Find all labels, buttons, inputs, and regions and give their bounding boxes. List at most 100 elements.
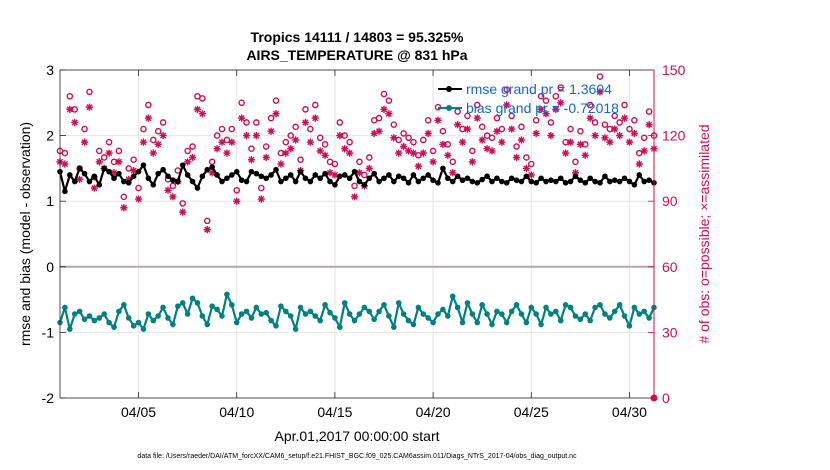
bias-point (297, 304, 304, 311)
obs-possible-point (61, 149, 69, 157)
bias-point (611, 308, 618, 315)
rmse-point (292, 178, 299, 185)
bias-point (160, 304, 166, 311)
rmse-point (543, 178, 549, 185)
bias-point (224, 291, 230, 298)
bias-point (518, 311, 525, 317)
obs-possible-point (100, 154, 108, 161)
bias-point (135, 319, 142, 326)
bias-series (57, 291, 657, 332)
obs-assimilated-point (169, 193, 177, 201)
obs-possible-point (86, 88, 93, 96)
obs-possible-point (365, 154, 373, 161)
bias-point (273, 323, 279, 329)
rmse-point (395, 173, 402, 180)
rmse-point (459, 177, 466, 184)
obs-assimilated-point (203, 226, 211, 234)
bias-point (435, 311, 441, 317)
bias-point (508, 308, 515, 315)
x-tick-label: 04/25 (514, 404, 549, 420)
bias-point (597, 302, 603, 308)
rmse-point (425, 172, 431, 178)
bias-point (238, 311, 245, 317)
obs-possible-point (238, 99, 245, 107)
rmse-point (337, 173, 343, 180)
bias-point (366, 308, 373, 315)
bias-point (317, 317, 323, 324)
obs-possible-point (199, 95, 206, 102)
rmse-point (140, 162, 147, 168)
bias-point (420, 311, 427, 317)
bias-point (489, 321, 495, 328)
obs-assimilated-point (385, 110, 393, 118)
obs-assimilated-point (488, 147, 496, 155)
rmse-point (616, 178, 623, 185)
bias-point (430, 319, 436, 326)
rmse-point (381, 175, 387, 182)
bias-point (71, 311, 78, 317)
obs-assimilated-markers (56, 88, 658, 234)
rmse-point (111, 175, 117, 182)
obs-possible-point (439, 127, 447, 135)
obs-possible-point (336, 119, 344, 126)
bias-point (386, 313, 392, 319)
rmse-point (229, 172, 235, 178)
obs-assimilated-point (213, 145, 221, 153)
obs-possible-point (542, 97, 550, 104)
bias-point (67, 326, 73, 332)
obs-possible-point (488, 134, 496, 142)
rmse-series (57, 162, 657, 195)
rmse-point (479, 176, 485, 183)
obs-possible-point (248, 145, 255, 153)
rmse-point (361, 182, 368, 188)
rmse-point (224, 175, 230, 182)
bias-point (425, 315, 431, 321)
legend-rmse-label: rmse grand pr = 1.3604 (466, 81, 612, 97)
rmse-point (499, 178, 505, 185)
obs-possible-point (267, 114, 275, 122)
bias-point (474, 319, 481, 326)
bias-point (410, 321, 417, 328)
rmse-point (557, 175, 564, 182)
obs-assimilated-point (350, 193, 359, 201)
obs-possible-point (385, 97, 393, 104)
bias-point (248, 315, 255, 321)
bias-point (582, 311, 589, 317)
bias-point (484, 311, 490, 317)
rmse-point (548, 177, 554, 184)
rmse-point (631, 182, 638, 188)
obs-assimilated-point (164, 186, 172, 194)
bias-point (322, 302, 328, 308)
obs-possible-point (159, 119, 167, 126)
obs-assimilated-point (159, 132, 167, 140)
obs-possible-point (287, 132, 295, 139)
obs-possible-point (567, 125, 574, 133)
obs-assimilated-point (228, 138, 236, 146)
axis-ticks (60, 69, 658, 402)
obs-assimilated-point (562, 149, 570, 157)
bias-point (572, 313, 579, 319)
x-tick-label: 04/05 (121, 404, 156, 420)
y-tick-label: -1 (42, 324, 55, 340)
obs-possible-point (203, 217, 211, 225)
rmse-point (430, 177, 436, 184)
obs-assimilated-point (635, 160, 643, 168)
obs-possible-point (449, 158, 457, 166)
obs-possible-point (503, 86, 511, 93)
obs-assimilated-point (277, 160, 285, 168)
obs-possible-point (513, 143, 520, 150)
obs-assimilated-point (306, 138, 314, 146)
obs-possible-point (189, 143, 196, 150)
obs-assimilated-point (449, 169, 457, 177)
bias-point (636, 311, 643, 317)
rmse-point (204, 166, 211, 173)
legend-bias-label: bias grand pr = -0.72018 (466, 100, 619, 116)
rmse-point (184, 172, 191, 178)
obs-assimilated-point (404, 147, 413, 155)
rmse-point (386, 172, 392, 178)
obs-possible-point (321, 141, 329, 148)
obs-possible-point (316, 134, 324, 142)
obs-assimilated-point (139, 138, 148, 146)
rmse-point (312, 172, 319, 178)
bias-point (283, 308, 289, 315)
